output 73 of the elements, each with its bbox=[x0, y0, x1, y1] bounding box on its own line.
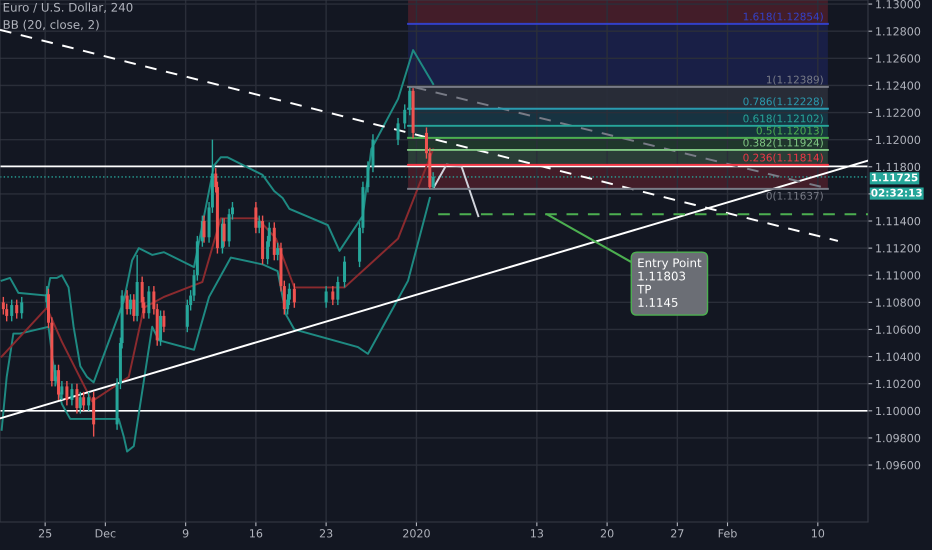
y-tick-label: 1.09600 bbox=[876, 461, 920, 470]
candlestick bbox=[20, 296, 24, 320]
series-label: 0.786(1.12228) bbox=[743, 97, 823, 107]
line-series bbox=[0, 196, 431, 452]
candlestick bbox=[408, 86, 412, 116]
candlestick bbox=[336, 276, 340, 306]
candlestick bbox=[202, 214, 206, 244]
series-label: 1(1.12389) bbox=[767, 75, 823, 85]
y-tick-label: 1.12000 bbox=[876, 136, 920, 144]
x-tick-label: 10 bbox=[812, 529, 824, 538]
line-series bbox=[0, 49, 434, 384]
candlestick bbox=[276, 242, 280, 262]
text: BB (20, close, 2) bbox=[4, 20, 99, 30]
candlestick bbox=[70, 383, 74, 406]
candlestick bbox=[331, 285, 334, 306]
x-tick-label: Feb bbox=[718, 528, 737, 538]
candlestick bbox=[65, 380, 68, 406]
series-label: 0(1.11637) bbox=[766, 192, 823, 201]
candlestick bbox=[126, 289, 129, 316]
chart-title: Euro / U.S. Dollar, 240 bbox=[4, 2, 132, 13]
y-tick-label: 1.12600 bbox=[876, 54, 920, 63]
candlestick bbox=[396, 117, 400, 146]
x-tick-label: 13 bbox=[531, 529, 544, 538]
y-tick-label: 1.12800 bbox=[876, 27, 920, 36]
candlestick bbox=[292, 282, 296, 308]
candlestick bbox=[87, 391, 90, 412]
x-tick-label: 16 bbox=[250, 529, 262, 538]
line-series bbox=[0, 148, 434, 402]
y-tick-label: 1.09800 bbox=[876, 434, 920, 442]
candlestick bbox=[54, 364, 57, 388]
candlestick bbox=[222, 218, 226, 248]
y-tick-label: 1.11800 bbox=[876, 162, 920, 172]
candlestick bbox=[82, 391, 86, 412]
candlestick bbox=[15, 298, 18, 320]
candlestick bbox=[258, 214, 261, 234]
series-label: 0.618(1.12102) bbox=[743, 114, 823, 124]
y-tick-label: 1.10800 bbox=[876, 298, 920, 307]
x-tick-label: 20 bbox=[600, 529, 614, 538]
annotation: Entry Point 1.11803 TP 1.1145 bbox=[637, 258, 702, 307]
y-tick-label: 1.11400 bbox=[876, 216, 920, 226]
x-tick-label: 2020 bbox=[403, 529, 430, 538]
y-tick-label: 1.10200 bbox=[876, 380, 920, 388]
candlestick bbox=[147, 285, 150, 320]
y-tick-label: 1.10400 bbox=[876, 352, 920, 361]
candlestick bbox=[10, 298, 14, 322]
series-label: 1.618(1.12854) bbox=[744, 12, 823, 22]
y-tick-label: 1.10600 bbox=[876, 325, 920, 334]
candlestick bbox=[254, 201, 258, 234]
y-tick-label: 1.12400 bbox=[876, 81, 920, 90]
y-tick-label: 1.12200 bbox=[876, 108, 920, 117]
candlestick bbox=[343, 256, 346, 288]
x-tick-label: 9 bbox=[182, 529, 188, 538]
series-label: 0.382(1.11924) bbox=[743, 138, 823, 148]
candlestick bbox=[128, 294, 132, 316]
y-tick-label: 1.11200 bbox=[876, 244, 920, 252]
y-tick-label: 1.10000 bbox=[876, 406, 920, 416]
candlestick bbox=[60, 380, 64, 401]
x-tick-label: 25 bbox=[38, 529, 52, 538]
candlestick bbox=[132, 294, 136, 322]
x-tick-label: Dec bbox=[96, 529, 116, 538]
y-tick-label: 1.11000 bbox=[876, 271, 920, 280]
ref-line-label: 1.11725 bbox=[872, 173, 918, 182]
x-tick-label: 23 bbox=[320, 529, 332, 538]
series-label: 0.236(1.11814) bbox=[743, 153, 823, 163]
candlestick bbox=[75, 383, 78, 414]
x-tick-label: 27 bbox=[671, 529, 684, 538]
y-tick-label: 1.13000 bbox=[876, 0, 920, 8]
candlestick bbox=[324, 285, 328, 308]
series-label: 0.5(1.12013) bbox=[756, 126, 823, 136]
line-series bbox=[432, 164, 480, 218]
candlestick bbox=[78, 391, 82, 414]
candlestick bbox=[162, 310, 166, 333]
text: 02:32:13 bbox=[871, 188, 922, 197]
